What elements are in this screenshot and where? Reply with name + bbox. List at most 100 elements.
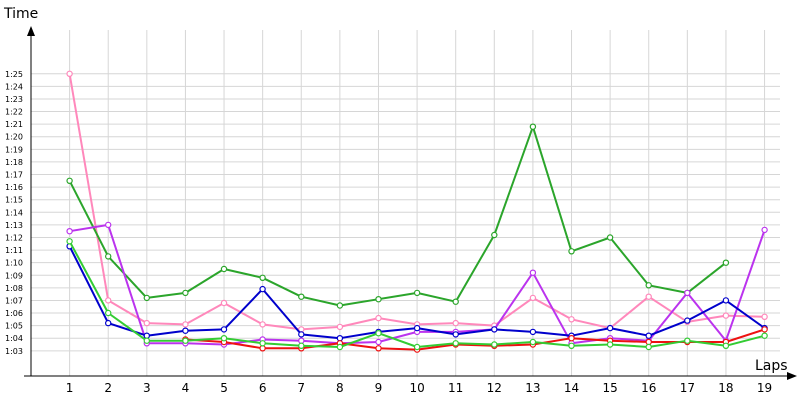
data-point <box>104 297 112 304</box>
data-point <box>182 327 189 334</box>
x-tick-label: 8 <box>336 381 344 395</box>
data-point <box>529 123 537 130</box>
y-axis-arrow-icon <box>27 26 35 36</box>
data-point <box>298 293 305 300</box>
data-point <box>220 265 228 273</box>
x-tick-label: 14 <box>564 381 579 395</box>
y-tick-label: 1:08 <box>5 284 23 293</box>
data-point <box>220 326 228 333</box>
series-1 <box>66 70 768 333</box>
data-point <box>66 70 73 78</box>
data-point <box>259 321 266 328</box>
y-tick-label: 1:17 <box>5 171 23 180</box>
data-point <box>722 297 730 304</box>
data-point <box>182 289 189 297</box>
data-point <box>375 330 382 337</box>
data-point <box>491 326 498 333</box>
data-point <box>375 345 382 352</box>
data-point <box>568 335 575 342</box>
y-tick-label: 1:13 <box>5 221 23 230</box>
x-tick-label: 13 <box>525 381 540 395</box>
data-point <box>375 338 382 346</box>
y-tick-label: 1:12 <box>5 233 23 242</box>
data-point <box>568 342 575 349</box>
x-tick-label: 4 <box>182 381 190 395</box>
data-point <box>298 337 305 344</box>
data-point <box>606 234 614 241</box>
y-tick-label: 1:05 <box>5 322 23 331</box>
tick-labels: 1 2 3 4 5 6 7 8 9 10 11 12 13 14 15 16 17 18 191:031:041:0… <box>5 70 772 395</box>
data-point <box>182 321 189 328</box>
data-point <box>413 289 421 297</box>
data-point <box>143 337 150 344</box>
x-tick-label: 1 <box>66 381 74 395</box>
x-axis-arrow-icon <box>787 372 797 380</box>
data-point <box>298 331 305 338</box>
y-tick-label: 1:19 <box>5 145 23 154</box>
y-tick-label: 1:25 <box>5 70 23 79</box>
data-point <box>413 343 421 351</box>
data-point <box>104 319 112 327</box>
data-point <box>452 340 459 347</box>
y-tick-label: 1:15 <box>5 196 23 205</box>
y-tick-label: 1:20 <box>5 133 23 142</box>
data-point <box>452 319 459 327</box>
y-tick-label: 1:03 <box>5 347 23 356</box>
data-point <box>568 248 575 255</box>
data-point <box>259 274 266 281</box>
x-tick-label: 18 <box>718 381 733 395</box>
data-point <box>684 337 691 344</box>
data-point <box>104 221 112 229</box>
data-point <box>66 227 73 235</box>
axes: Time Laps <box>3 6 797 380</box>
series-6 <box>66 238 768 351</box>
data-point <box>645 293 652 300</box>
series-line <box>68 125 727 307</box>
y-tick-label: 1:06 <box>5 309 23 318</box>
x-tick-label: 6 <box>259 381 267 395</box>
data-point <box>606 324 614 332</box>
x-tick-label: 10 <box>409 381 424 395</box>
data-point <box>761 326 768 333</box>
x-tick-label: 3 <box>143 381 151 395</box>
data-point <box>104 309 112 317</box>
data-point <box>529 294 537 302</box>
data-point <box>336 343 344 351</box>
x-tick-label: 9 <box>375 381 383 395</box>
data-point <box>529 328 537 336</box>
data-point <box>722 259 730 266</box>
data-point <box>761 313 768 320</box>
data-point <box>66 238 73 245</box>
data-point <box>220 335 228 342</box>
x-tick-label: 12 <box>487 381 502 395</box>
data-point <box>220 299 228 307</box>
series-2 <box>66 123 730 309</box>
y-axis-title: Time <box>3 6 38 22</box>
data-point <box>336 323 344 331</box>
data-point <box>336 302 344 309</box>
data-point <box>66 177 73 184</box>
data-point <box>722 342 730 349</box>
data-point <box>761 332 768 339</box>
series <box>66 70 768 353</box>
x-tick-label: 7 <box>297 381 305 395</box>
data-point <box>259 285 266 293</box>
data-point <box>645 343 652 351</box>
data-point <box>761 226 768 234</box>
y-tick-label: 1:22 <box>5 108 23 117</box>
y-tick-label: 1:09 <box>5 271 23 280</box>
data-point <box>104 253 112 260</box>
grid <box>31 30 780 376</box>
y-tick-label: 1:24 <box>5 82 23 91</box>
x-axis-title: Laps <box>755 358 788 374</box>
x-tick-label: 16 <box>641 381 656 395</box>
y-tick-label: 1:11 <box>5 246 23 255</box>
data-point <box>722 312 730 319</box>
x-tick-label: 2 <box>104 381 112 395</box>
data-point <box>259 340 266 347</box>
data-point <box>375 296 382 303</box>
data-point <box>452 331 459 338</box>
data-point <box>645 282 652 289</box>
data-point <box>606 341 614 348</box>
